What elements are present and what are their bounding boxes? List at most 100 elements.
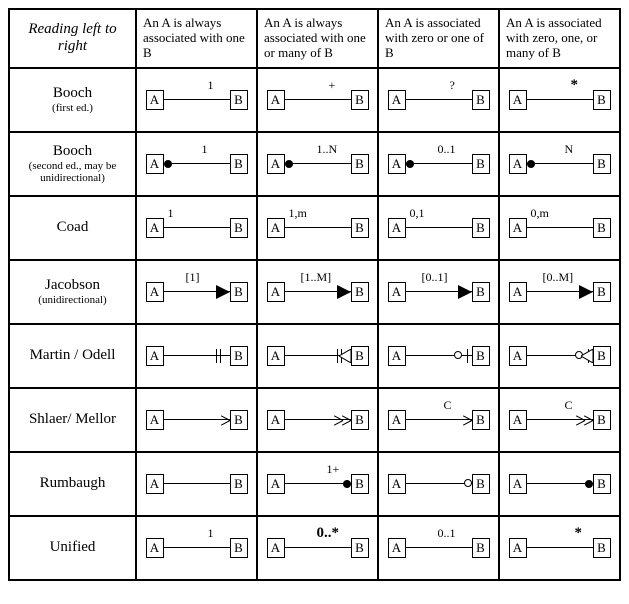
box-a: A: [146, 218, 164, 238]
association-line: [406, 227, 472, 228]
diagram-cell: AB: [257, 388, 378, 452]
diagram-cell: A B [0..1]: [378, 260, 499, 324]
diagram-cell: AB1..N: [257, 132, 378, 196]
diagram-cell: AB: [136, 388, 257, 452]
box-a: A: [509, 90, 527, 110]
box-b: B: [472, 538, 490, 558]
martin-zero-circle: [454, 351, 462, 359]
diagram-cell: AB[1]: [136, 260, 257, 324]
row-label-shlaer-mellor: Shlaer/ Mellor: [9, 388, 136, 452]
box-b: B: [593, 346, 611, 366]
multiplicity-label: 1+: [327, 463, 340, 477]
multiplicity-label: 0..1: [438, 143, 456, 157]
martin-many-open-triangle: [581, 349, 593, 363]
box-a: A: [267, 154, 285, 174]
box-b: B: [593, 218, 611, 238]
diagram-cell: AB0..1: [378, 132, 499, 196]
box-a: A: [267, 474, 285, 494]
diagram-cell: ABN: [499, 132, 620, 196]
col-header-1: An A is always associated with one or ma…: [257, 9, 378, 68]
box-a: A: [388, 346, 406, 366]
notation-name: Booch: [53, 143, 92, 159]
box-a: A: [388, 154, 406, 174]
diagram-cell: ABC: [499, 388, 620, 452]
multiplicity-label: ?: [450, 79, 455, 93]
diagram-cell: AB: [378, 324, 499, 388]
multiplicity-label: [0..1]: [422, 271, 448, 285]
diagram-cell: AB: [257, 324, 378, 388]
box-a: A: [509, 154, 527, 174]
box-a: A: [267, 346, 285, 366]
header-reading-direction: Reading left to right: [9, 9, 136, 68]
diagram-cell: AB0..*: [257, 516, 378, 580]
multiplicity-label: [1..M]: [301, 271, 332, 285]
box-b: B: [351, 90, 369, 110]
multiplicity-label: C: [444, 399, 452, 413]
association-line: [164, 547, 230, 548]
box-a: A: [267, 90, 285, 110]
box-b: B: [230, 154, 248, 174]
box-a: A: [146, 474, 164, 494]
association-line: [164, 483, 230, 484]
notation-name: Unified: [50, 539, 96, 555]
box-b: B: [351, 538, 369, 558]
association-line: [527, 227, 593, 228]
filled-dot-a-end: [285, 160, 293, 168]
box-a: A: [267, 410, 285, 430]
open-arrowhead-icon: [333, 415, 343, 425]
filled-arrow-icon: [458, 285, 472, 299]
box-b: B: [472, 410, 490, 430]
box-a: A: [388, 218, 406, 238]
diagram-cell: AB1+: [257, 452, 378, 516]
diagram-cell: ABC: [378, 388, 499, 452]
box-a: A: [388, 282, 406, 302]
box-b: B: [593, 154, 611, 174]
box-b: B: [351, 282, 369, 302]
open-arrowhead-icon: [462, 415, 472, 425]
multiplicity-label: 1: [208, 527, 214, 541]
notation-name: Coad: [57, 219, 89, 235]
box-b: B: [472, 346, 490, 366]
association-line: [164, 99, 230, 100]
notation-subtitle: (unidirectional): [13, 294, 132, 307]
diagram-cell: AB*: [499, 516, 620, 580]
notation-name: Jacobson: [45, 277, 100, 293]
row-label-coad: Coad: [9, 196, 136, 260]
box-b: B: [351, 346, 369, 366]
box-b: B: [472, 282, 490, 302]
box-b: B: [472, 474, 490, 494]
association-line: [527, 163, 593, 164]
diagram-cell: AB: [136, 324, 257, 388]
box-b: B: [230, 218, 248, 238]
box-b: B: [593, 282, 611, 302]
notation-name: Shlaer/ Mellor: [29, 411, 116, 427]
diagram-cell: AB*: [499, 68, 620, 132]
box-b: B: [230, 90, 248, 110]
box-a: A: [509, 282, 527, 302]
row-label-martin-odell: Martin / Odell: [9, 324, 136, 388]
multiplicity-label: 1: [202, 143, 208, 157]
box-b: B: [351, 410, 369, 430]
association-line: [527, 547, 593, 548]
martin-one-tick: [467, 349, 468, 363]
box-a: A: [509, 538, 527, 558]
diagram-cell: AB1,m: [257, 196, 378, 260]
box-a: A: [146, 410, 164, 430]
multiplicity-label: [1]: [186, 271, 200, 285]
open-circle-b-end: [464, 479, 472, 487]
multiplicity-label: *: [571, 77, 579, 94]
association-line: [406, 99, 472, 100]
diagram-cell: AB: [136, 452, 257, 516]
row-label-unified: Unified: [9, 516, 136, 580]
association-line: [406, 163, 472, 164]
association-line: [285, 163, 351, 164]
filled-dot-b-end: [585, 480, 593, 488]
association-line: [527, 483, 593, 484]
box-a: A: [388, 90, 406, 110]
box-a: A: [509, 474, 527, 494]
box-b: B: [593, 474, 611, 494]
open-arrowhead-icon: [220, 415, 230, 425]
multiplicity-label: 0,1: [410, 207, 425, 221]
row-label-booch: Booch(first ed.): [9, 68, 136, 132]
multiplicity-label: 1: [168, 207, 174, 221]
